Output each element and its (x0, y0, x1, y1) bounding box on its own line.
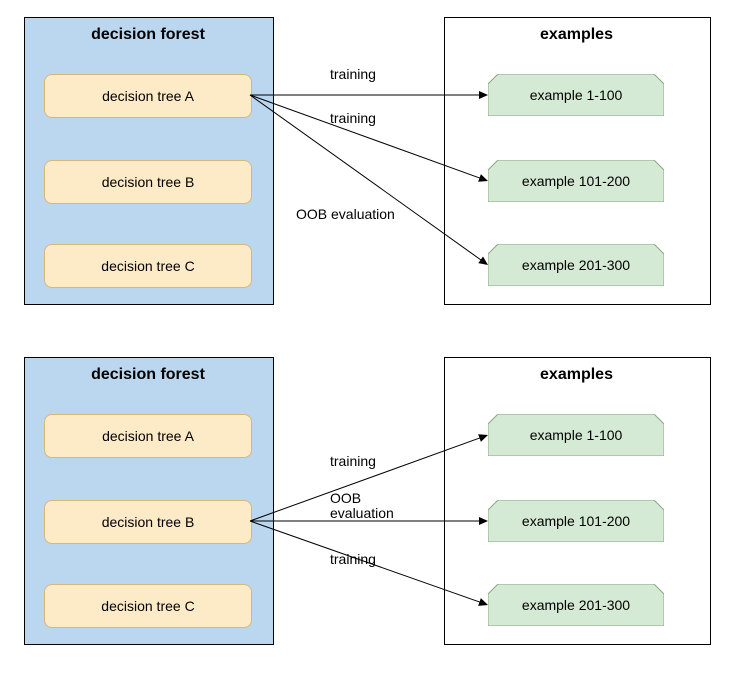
example-node: example 1-100 (488, 414, 664, 456)
example-node-label: example 201-300 (522, 597, 630, 613)
example-node: example 101-200 (488, 160, 664, 202)
forest-title: decision forest (24, 366, 272, 384)
tree-node: decision tree A (44, 74, 252, 118)
edge-label: training (330, 454, 450, 469)
edge-label: training (330, 67, 450, 82)
tree-node: decision tree B (44, 500, 252, 544)
tree-node-label: decision tree B (102, 514, 195, 530)
tree-node: decision tree B (44, 160, 252, 204)
example-node-label: example 1-100 (530, 87, 623, 103)
tree-node-label: decision tree A (102, 428, 194, 444)
example-node: example 201-300 (488, 244, 664, 286)
edge-label: OOB evaluation (330, 491, 450, 522)
examples-title: examples (444, 366, 709, 384)
edge-label: OOB evaluation (296, 207, 436, 222)
example-node-label: example 1-100 (530, 427, 623, 443)
examples-title: examples (444, 26, 709, 44)
forest-title: decision forest (24, 26, 272, 44)
example-node-label: example 101-200 (522, 173, 630, 189)
tree-node: decision tree A (44, 414, 252, 458)
tree-node-label: decision tree C (101, 258, 194, 274)
tree-node-label: decision tree A (102, 88, 194, 104)
example-node: example 101-200 (488, 500, 664, 542)
tree-node: decision tree C (44, 244, 252, 288)
example-node-label: example 201-300 (522, 257, 630, 273)
tree-node: decision tree C (44, 584, 252, 628)
edge-label: training (330, 111, 450, 126)
tree-node-label: decision tree B (102, 174, 195, 190)
tree-node-label: decision tree C (101, 598, 194, 614)
edge-label: training (330, 552, 450, 567)
example-node: example 201-300 (488, 584, 664, 626)
example-node: example 1-100 (488, 74, 664, 116)
example-node-label: example 101-200 (522, 513, 630, 529)
